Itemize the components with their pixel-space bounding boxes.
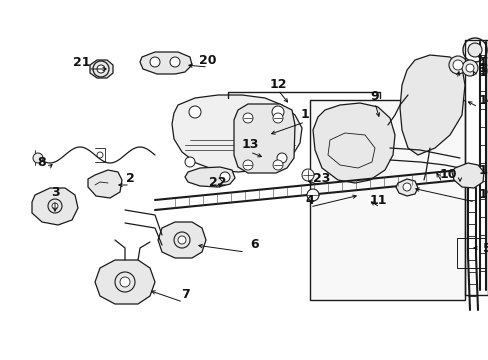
Circle shape — [120, 277, 130, 287]
Circle shape — [271, 106, 284, 118]
Circle shape — [52, 203, 58, 209]
Text: 1: 1 — [300, 108, 309, 122]
Text: 7: 7 — [180, 288, 189, 302]
Text: 2: 2 — [125, 171, 134, 184]
Text: 4: 4 — [305, 194, 314, 207]
Text: 6: 6 — [250, 238, 259, 252]
Polygon shape — [95, 260, 155, 304]
Text: 20: 20 — [199, 54, 216, 67]
Circle shape — [276, 153, 286, 163]
Circle shape — [178, 236, 185, 244]
Circle shape — [170, 57, 180, 67]
Text: 23: 23 — [313, 171, 330, 184]
Bar — [456, 238, 484, 268]
Circle shape — [97, 152, 103, 158]
Circle shape — [220, 172, 229, 182]
Circle shape — [461, 60, 477, 76]
Text: 15: 15 — [477, 163, 488, 176]
Circle shape — [452, 60, 462, 70]
Text: 3: 3 — [51, 185, 59, 198]
Circle shape — [97, 65, 105, 73]
Polygon shape — [158, 222, 205, 258]
Circle shape — [150, 57, 160, 67]
Circle shape — [465, 64, 473, 72]
Polygon shape — [234, 104, 294, 173]
Text: 21: 21 — [73, 55, 91, 68]
Circle shape — [189, 106, 201, 118]
Circle shape — [184, 157, 195, 167]
Bar — [309, 100, 464, 300]
Polygon shape — [312, 103, 394, 183]
Polygon shape — [395, 179, 417, 196]
Circle shape — [467, 43, 481, 57]
Polygon shape — [140, 52, 192, 74]
Text: 22: 22 — [209, 175, 226, 189]
Circle shape — [272, 160, 283, 170]
Circle shape — [272, 113, 283, 123]
Circle shape — [402, 183, 410, 191]
Polygon shape — [451, 163, 483, 188]
Circle shape — [302, 169, 313, 181]
Text: 9: 9 — [370, 90, 379, 103]
Circle shape — [243, 160, 252, 170]
Polygon shape — [399, 55, 464, 155]
Text: 11: 11 — [368, 194, 386, 207]
Text: 18: 18 — [477, 62, 488, 75]
Polygon shape — [172, 95, 302, 172]
Text: 14: 14 — [477, 94, 488, 107]
Text: 10: 10 — [438, 168, 456, 181]
Text: 19: 19 — [477, 189, 488, 202]
Polygon shape — [90, 60, 113, 78]
Circle shape — [33, 153, 43, 163]
Text: 17: 17 — [477, 55, 488, 68]
Circle shape — [448, 56, 466, 74]
Polygon shape — [32, 188, 78, 225]
Polygon shape — [184, 167, 235, 187]
Polygon shape — [88, 170, 122, 198]
Text: 13: 13 — [241, 139, 258, 152]
Circle shape — [306, 189, 318, 201]
Text: 5: 5 — [482, 242, 488, 255]
Circle shape — [243, 113, 252, 123]
Text: 12: 12 — [269, 77, 286, 90]
Text: 8: 8 — [38, 156, 46, 168]
Text: 16: 16 — [477, 66, 488, 78]
